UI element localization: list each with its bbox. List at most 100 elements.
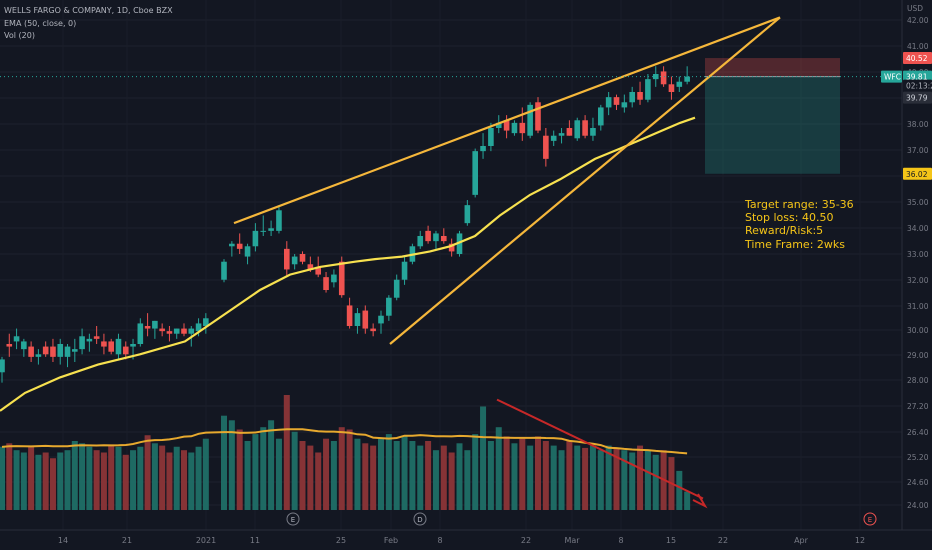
candle-body — [668, 84, 675, 92]
volume-bar — [629, 452, 636, 510]
candle-body — [645, 79, 651, 100]
volume-bar — [195, 446, 202, 510]
price-tick-label: 37.00 — [907, 146, 929, 155]
price-tick-label: 27.20 — [907, 402, 929, 411]
candle-body — [152, 320, 158, 329]
volume-bar — [228, 420, 235, 510]
time-tick-label: 8 — [618, 536, 623, 545]
event-marker-label: D — [417, 516, 422, 524]
note-reward-risk: Reward/Risk:5 — [745, 224, 824, 238]
candle-body — [101, 341, 107, 347]
volume-bar — [409, 441, 416, 510]
price-tick-label: 28.00 — [907, 376, 929, 385]
volume-bar — [260, 427, 267, 510]
candle-body — [401, 261, 408, 280]
ema-legend[interactable]: EMA (50, close, 0) — [4, 19, 77, 28]
time-axis: 14 21 2021 11 25 Feb 8 22 Mar 8 15 22 Apr 12 — [0, 529, 932, 545]
price-tick-label: 30.00 — [907, 326, 929, 335]
volume-bar — [621, 450, 628, 510]
volume-bar — [566, 441, 573, 510]
volume-bar — [487, 441, 494, 510]
candle-body — [144, 326, 151, 329]
candle-body — [582, 120, 588, 136]
volume-bar — [684, 491, 691, 510]
volume-bar — [644, 450, 651, 510]
candle-body — [574, 120, 581, 139]
candle-body — [86, 338, 93, 342]
candle-body — [378, 315, 384, 324]
candle-body — [629, 92, 635, 103]
volume-bar — [100, 452, 107, 510]
candle-body — [284, 248, 290, 270]
stop-zone — [705, 58, 840, 77]
note-target: Target range: 35-36 — [745, 198, 854, 211]
volume-bar — [28, 446, 35, 510]
prev-close-tag: 39.79 — [906, 94, 928, 103]
event-marker-label: E — [291, 516, 295, 524]
candle-body — [448, 243, 455, 252]
candle-body — [93, 336, 100, 339]
candle-body — [558, 133, 565, 136]
candle-body — [159, 328, 165, 332]
candle-body — [511, 122, 518, 134]
time-tick-label: Apr — [794, 536, 809, 545]
volume-bar — [354, 438, 361, 510]
time-tick-label: 12 — [855, 536, 865, 545]
volume-bar — [338, 427, 345, 510]
candle-body — [386, 297, 392, 316]
candle-body — [130, 344, 136, 347]
candle-body — [181, 328, 187, 334]
price-tick-label: 31.00 — [907, 302, 929, 311]
candle-body — [35, 354, 42, 357]
candle-body — [346, 305, 353, 326]
candle-body — [244, 246, 251, 257]
candle-body — [252, 230, 259, 247]
candle-body — [331, 274, 337, 283]
volume-bar — [181, 450, 187, 510]
candle-body — [660, 71, 667, 85]
candle-body — [480, 146, 486, 152]
volume-bar — [676, 470, 683, 510]
event-marker — [863, 512, 877, 526]
time-tick-label: 22 — [521, 536, 531, 545]
volume-bar — [252, 434, 259, 510]
volume-bar — [268, 420, 275, 510]
volume-bar — [173, 446, 180, 510]
candle-body — [173, 328, 180, 334]
symbol-title[interactable]: WELLS FARGO & COMPANY, 1D, Cboe BZX — [4, 6, 173, 15]
volume-bar — [378, 438, 384, 510]
candle-body — [260, 230, 267, 232]
candle-body — [137, 323, 144, 344]
volume-bar — [330, 441, 337, 510]
symbol-tag: WFC — [884, 73, 901, 82]
price-axis: 42.0041.0040.0039.0038.0037.0036.0035.00… — [881, 0, 932, 530]
volume-bar — [122, 454, 129, 510]
volume-bar — [283, 395, 290, 510]
volume-bar — [495, 427, 502, 510]
candle-body — [637, 92, 643, 100]
candle-body — [543, 135, 549, 159]
candle-body — [652, 74, 659, 80]
volume-bar — [432, 450, 439, 510]
volume-bar — [542, 441, 549, 510]
volume-bar — [527, 445, 534, 510]
volume-bar — [362, 443, 369, 510]
event-marker — [413, 512, 427, 526]
time-tick-label: 15 — [666, 536, 676, 545]
candle-body — [229, 243, 235, 247]
volume-bar — [417, 445, 424, 510]
candle-body — [21, 341, 27, 350]
trade-plan-note: Target range: 35-36 Stop loss: 40.50 Rew… — [745, 198, 854, 251]
candle-body — [276, 210, 282, 231]
symbol-tag-bg — [881, 70, 902, 83]
prev-close-tag-bg — [903, 91, 932, 104]
currency-label: USD — [907, 4, 923, 13]
volume-bar — [79, 443, 86, 510]
short-position-zone — [705, 58, 840, 174]
volume-bar — [93, 450, 100, 510]
volume-bar — [0, 446, 5, 510]
volume-legend[interactable]: Vol (20) — [4, 31, 35, 40]
price-tick-label: 33.00 — [907, 250, 929, 259]
candle-body — [472, 151, 478, 195]
